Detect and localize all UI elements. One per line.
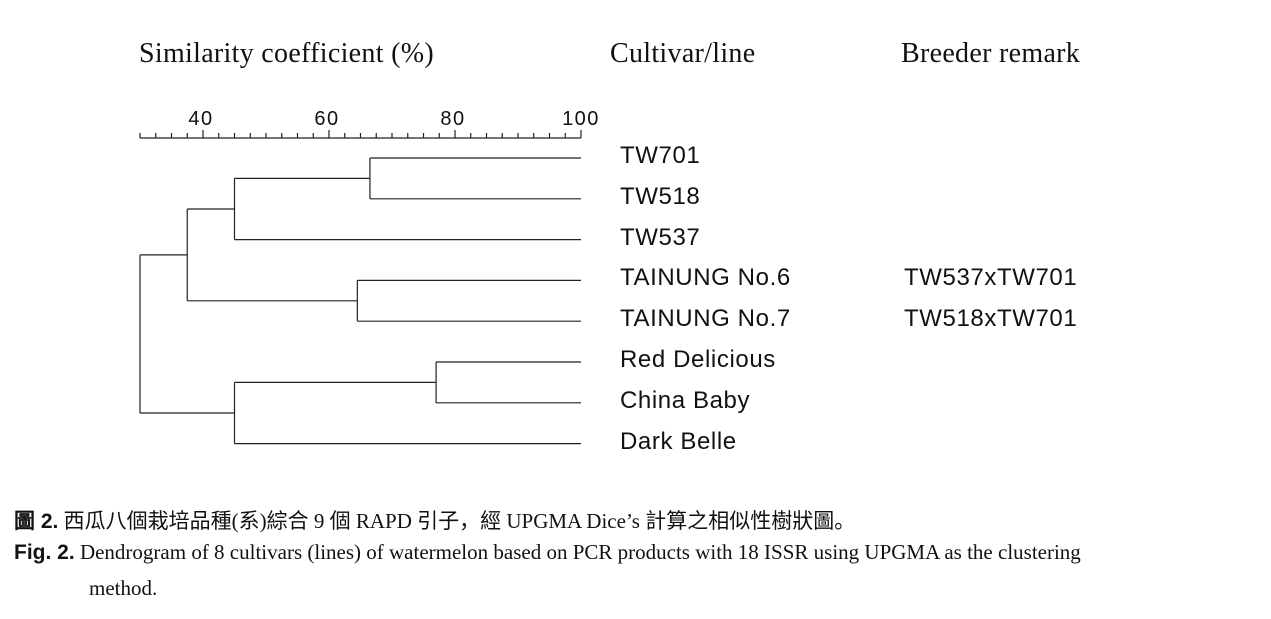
caption-english-text: Dendrogram of 8 cultivars (lines) of wat… bbox=[79, 540, 1081, 564]
axis-tick-label: 100 bbox=[562, 108, 600, 130]
axis-tick-label: 80 bbox=[440, 108, 465, 130]
caption-english-label: Fig. 2. bbox=[14, 541, 75, 564]
caption-english: Fig. 2. Dendrogram of 8 cultivars (lines… bbox=[14, 540, 1081, 565]
cultivar-header: Cultivar/line bbox=[610, 38, 756, 69]
axis-tick-label: 60 bbox=[314, 108, 339, 130]
caption-chinese: 圖 2. 西瓜八個栽培品種(系)綜合 9 個 RAPD 引子，經 UPGMA D… bbox=[14, 505, 855, 535]
caption-english-continued: method. bbox=[89, 576, 158, 600]
breeder-remark-header: Breeder remark bbox=[901, 38, 1081, 69]
leaf-label: TW537 bbox=[620, 223, 701, 251]
caption-chinese-text: 西瓜八個栽培品種(系)綜合 9 個 RAPD 引子，經 UPGMA Dice’s… bbox=[63, 509, 856, 533]
similarity-coefficient-header: Similarity coefficient (%) bbox=[139, 38, 434, 69]
leaf-label: TW518 bbox=[620, 182, 701, 210]
breeder-remark: TW537xTW701 bbox=[904, 264, 1078, 292]
leaf-label: TAINUNG No.6 bbox=[620, 264, 791, 292]
leaf-label: Dark Belle bbox=[620, 427, 737, 455]
breeder-remark: TW518xTW701 bbox=[904, 305, 1078, 333]
leaf-label: TW701 bbox=[620, 142, 701, 169]
leaf-label: Red Delicious bbox=[620, 346, 776, 373]
caption-chinese-label: 圖 2. bbox=[14, 510, 59, 533]
leaf-label: TAINUNG No.7 bbox=[620, 305, 791, 333]
axis-tick-label: 40 bbox=[188, 108, 213, 130]
dendrogram: 40 60 80 100 bbox=[139, 108, 600, 445]
leaf-label: China Baby bbox=[620, 386, 751, 414]
